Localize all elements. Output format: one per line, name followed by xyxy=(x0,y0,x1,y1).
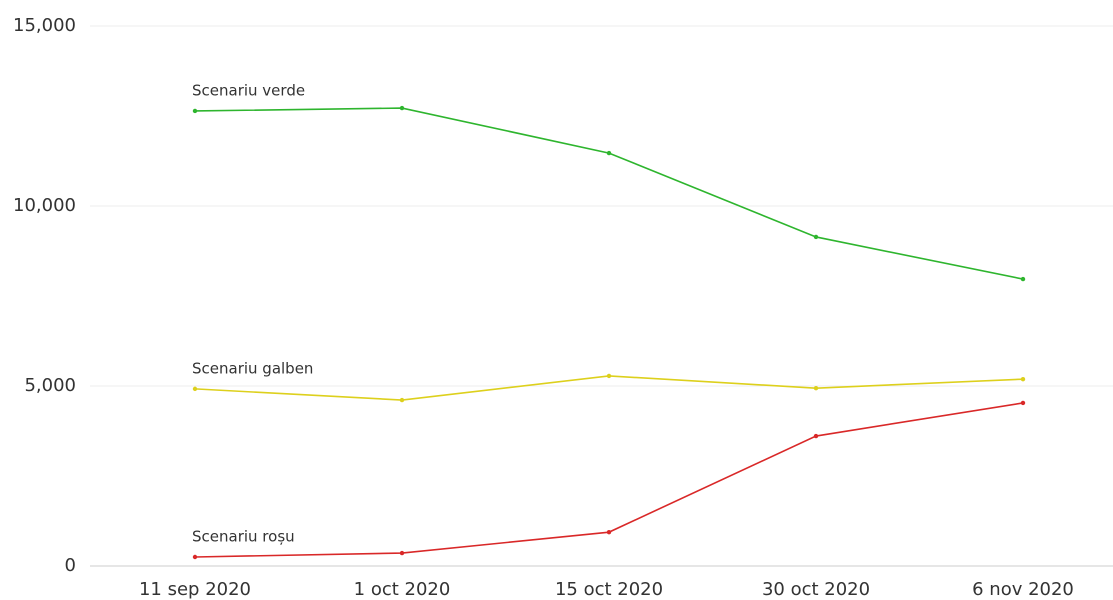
point xyxy=(606,373,612,379)
point xyxy=(813,385,819,391)
point xyxy=(1020,276,1026,282)
point xyxy=(606,150,612,156)
x-tick-label: 1 oct 2020 xyxy=(354,579,451,600)
point xyxy=(399,105,405,111)
series-label: Scenariu verde xyxy=(192,81,305,99)
point xyxy=(606,529,612,535)
point xyxy=(192,386,198,392)
y-tick-label: 0 xyxy=(65,555,76,576)
point xyxy=(399,550,405,556)
y-tick-label: 5,000 xyxy=(24,375,76,396)
point xyxy=(813,433,819,439)
x-tick-label: 11 sep 2020 xyxy=(139,579,251,600)
x-tick-label: 15 oct 2020 xyxy=(555,579,663,600)
series-line xyxy=(194,375,1024,401)
y-tick-label: 10,000 xyxy=(13,195,76,216)
point xyxy=(1020,376,1026,382)
x-tick-label: 30 oct 2020 xyxy=(762,579,870,600)
series-label: Scenariu roșu xyxy=(192,528,295,546)
point xyxy=(399,397,405,403)
point xyxy=(1020,400,1026,406)
y-tick-label: 15,000 xyxy=(13,15,76,36)
point xyxy=(192,554,198,560)
x-tick-label: 6 nov 2020 xyxy=(972,579,1074,600)
point xyxy=(192,108,198,114)
series-line xyxy=(194,107,1024,280)
point xyxy=(813,234,819,240)
series-label: Scenariu galben xyxy=(192,359,313,377)
